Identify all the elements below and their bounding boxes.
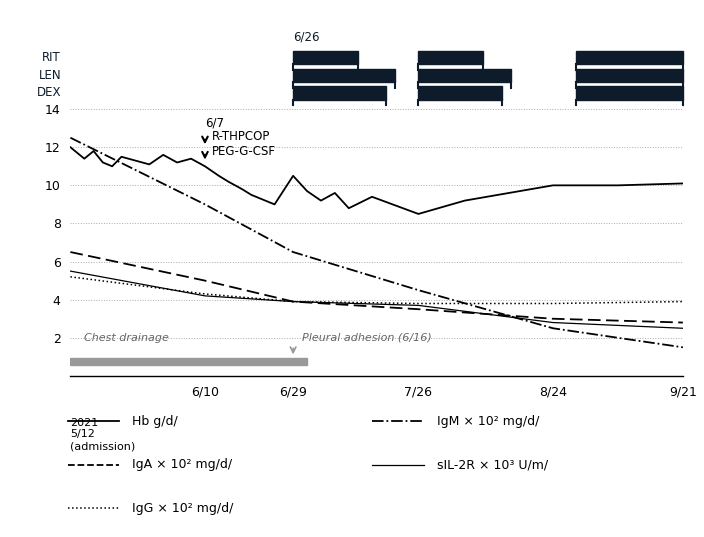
Text: IgG × 10² mg/d/: IgG × 10² mg/d/	[132, 502, 234, 514]
Text: Hb g/d/: Hb g/d/	[132, 415, 178, 427]
Bar	[293, 51, 358, 64]
Bar	[576, 51, 683, 64]
Bar	[418, 51, 484, 64]
Text: IgM × 10² mg/d/: IgM × 10² mg/d/	[436, 415, 539, 427]
Text: Chest drainage: Chest drainage	[84, 332, 169, 343]
Text: Pleural adhesion (6/16): Pleural adhesion (6/16)	[303, 332, 432, 343]
Text: 6/7: 6/7	[205, 117, 224, 129]
Bar	[418, 86, 502, 99]
Text: RIT: RIT	[42, 51, 61, 64]
Bar	[418, 69, 511, 83]
Text: DEX: DEX	[37, 86, 61, 99]
Bar	[576, 69, 683, 83]
Text: sIL-2R × 10³ U/m/: sIL-2R × 10³ U/m/	[436, 458, 548, 471]
Bar	[576, 86, 683, 99]
Text: PEG-G-CSF: PEG-G-CSF	[212, 145, 276, 158]
Text: IgA × 10² mg/d/: IgA × 10² mg/d/	[132, 458, 232, 471]
Text: R-THPCOP: R-THPCOP	[212, 129, 270, 143]
Text: 6/26: 6/26	[293, 31, 320, 43]
Bar	[293, 69, 395, 83]
Text: LEN: LEN	[39, 69, 61, 82]
Text: 2021
5/12
(admission): 2021 5/12 (admission)	[70, 418, 136, 451]
Bar	[293, 86, 386, 99]
Bar	[70, 358, 307, 365]
